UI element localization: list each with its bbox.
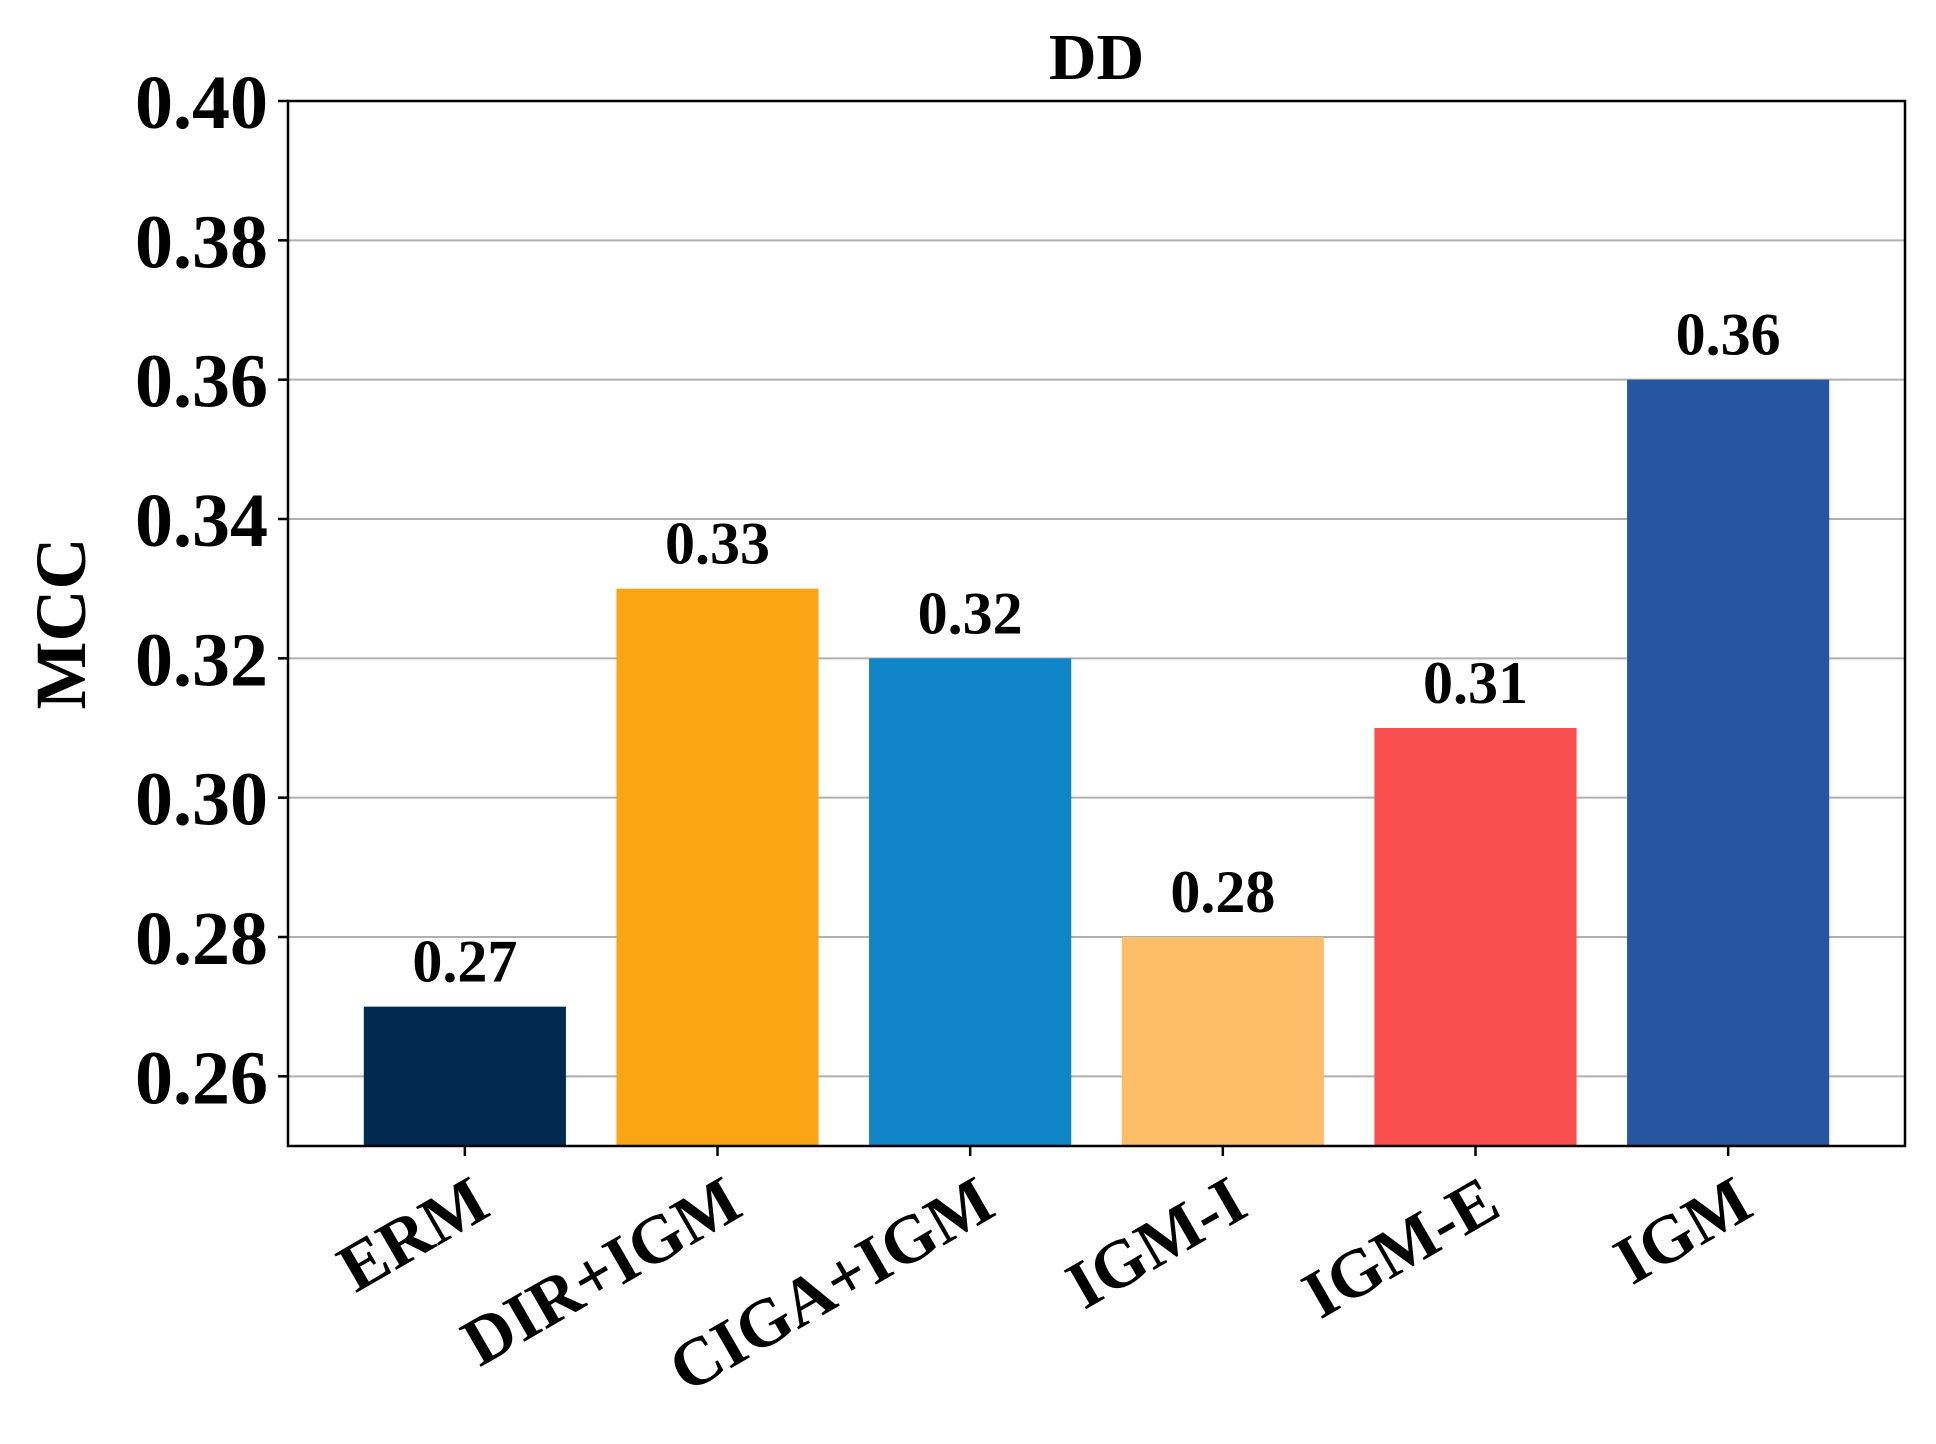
bar-igm-e — [1374, 728, 1577, 1146]
y-tick-label: 0.26 — [135, 1036, 268, 1120]
bar-ciga-igm — [869, 658, 1072, 1146]
y-tick-label: 0.40 — [135, 61, 268, 145]
data-label: 0.33 — [665, 511, 770, 577]
plot-frame — [286, 99, 1907, 1148]
y-tick-label: 0.36 — [135, 340, 268, 424]
chart-title: DD — [1049, 21, 1144, 94]
y-axis-label: MCC — [21, 538, 101, 710]
y-axis-ticks: 0.26 0.28 0.30 0.32 0.34 0.36 0.38 0.40 — [135, 61, 288, 1120]
y-tick-label: 0.34 — [135, 479, 268, 563]
data-label: 0.32 — [918, 580, 1023, 646]
y-tick-label: 0.28 — [135, 897, 268, 981]
grid-layer — [288, 100, 1905, 1078]
bar-igm-i — [1121, 937, 1324, 1146]
data-label: 0.36 — [1676, 302, 1781, 368]
x-tick-label: ERM — [325, 1161, 500, 1306]
bars-layer — [363, 379, 1830, 1147]
bar-igm — [1627, 379, 1830, 1147]
x-tick-label: IGM — [1601, 1161, 1763, 1299]
x-tick-label: IGM-E — [1290, 1161, 1511, 1333]
y-tick-label: 0.38 — [135, 200, 268, 284]
y-tick-label: 0.32 — [135, 618, 268, 702]
data-label: 0.27 — [412, 929, 517, 995]
data-labels-layer: 0.27 0.33 0.32 0.28 0.31 0.36 — [412, 302, 1780, 995]
y-tick-label: 0.30 — [135, 758, 268, 842]
bar-erm — [363, 1006, 566, 1146]
x-tick-label: IGM-I — [1053, 1161, 1258, 1323]
bar-dir-igm — [616, 588, 819, 1146]
data-label: 0.28 — [1170, 859, 1275, 925]
data-label: 0.31 — [1423, 650, 1528, 716]
